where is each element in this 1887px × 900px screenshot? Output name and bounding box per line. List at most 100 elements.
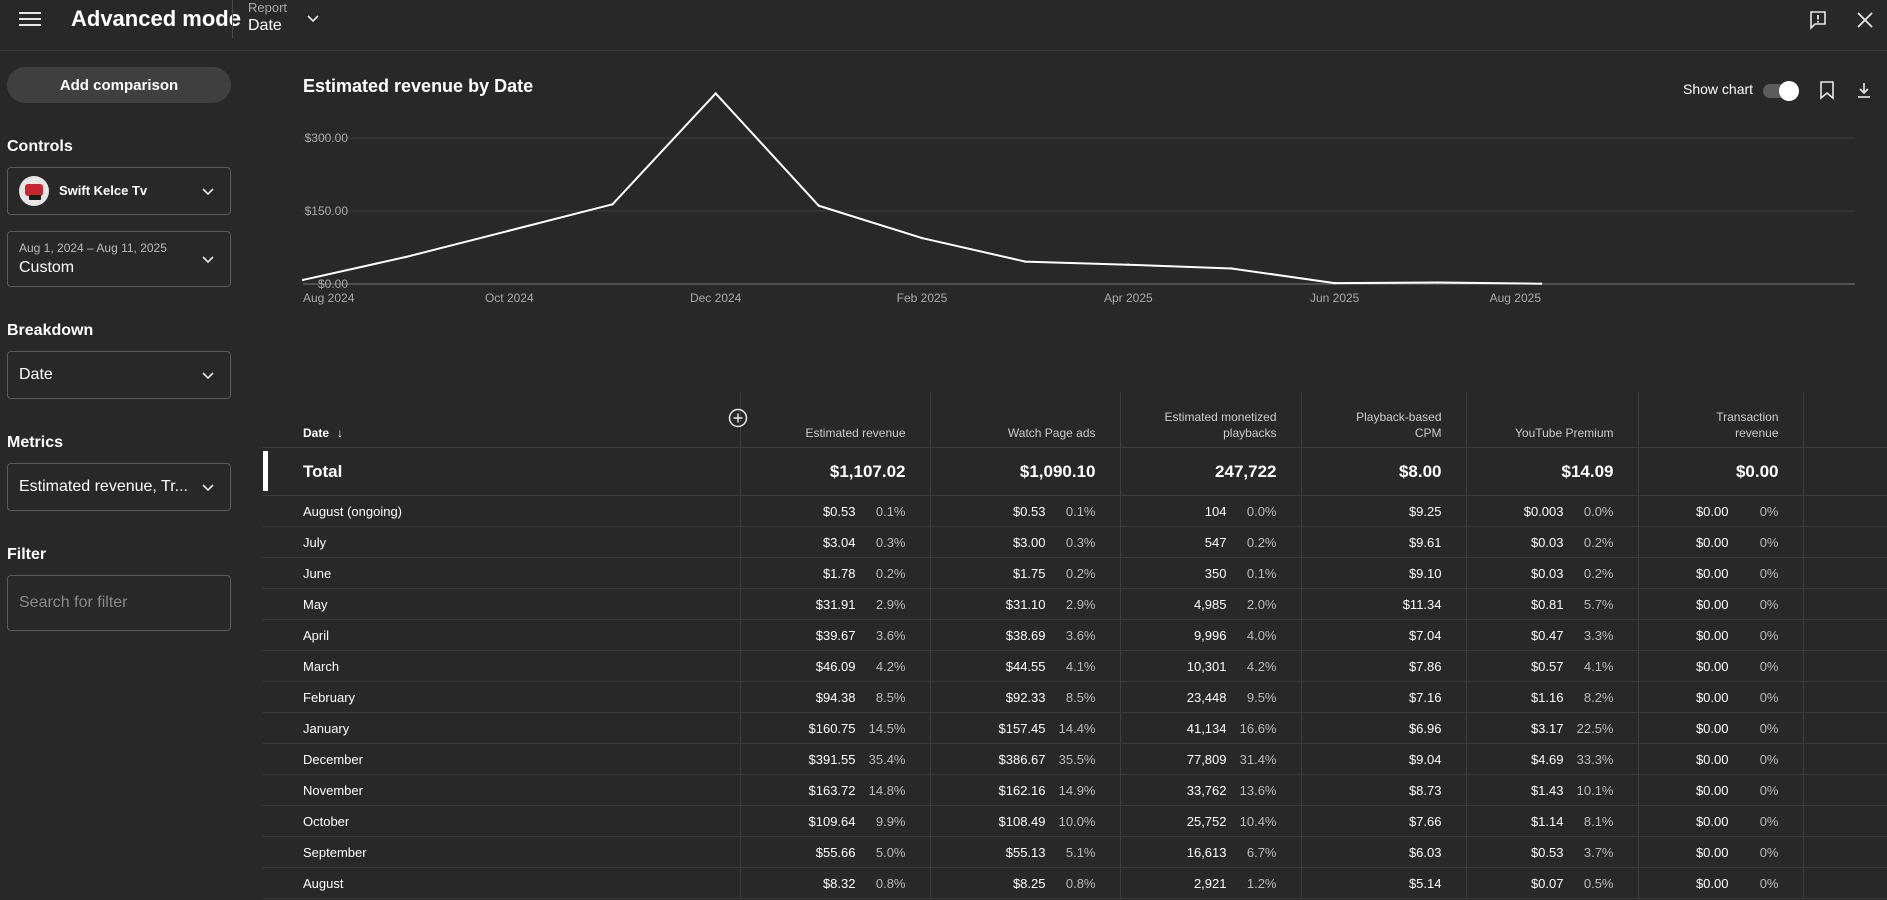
- row-spacer: [1803, 650, 1887, 682]
- table-row[interactable]: February $94.38 8.5% $92.33 8.5% 23,448 9.5% $7…: [263, 681, 1887, 713]
- channel-avatar: [19, 176, 49, 206]
- cell-percentage: 0%: [1759, 751, 1779, 767]
- x-tick-label: Apr 2025: [1104, 291, 1153, 305]
- close-icon[interactable]: [1855, 10, 1875, 30]
- cell-value: $3.17: [1530, 720, 1564, 736]
- column-header-label: Transaction: [1716, 410, 1779, 424]
- row-label: June: [263, 557, 741, 589]
- cell-value: $163.72: [808, 782, 856, 798]
- table-row[interactable]: March $46.09 4.2% $44.55 4.1% 10,301 4.2% $7.86…: [263, 650, 1887, 682]
- table-cell: $0.003 0.0%: [1466, 495, 1639, 527]
- table-row[interactable]: August $8.32 0.8% $8.25 0.8% 2,921 1.2% $5.14 $0…: [263, 867, 1887, 899]
- feedback-icon[interactable]: [1808, 10, 1828, 30]
- cell-percentage: 0.1%: [875, 503, 906, 519]
- add-comparison-button[interactable]: Add comparison: [7, 67, 231, 103]
- cell-value: $0.57: [1530, 658, 1564, 674]
- cell-value: $7.16: [1408, 689, 1442, 705]
- table-cell: $3.17 22.5%: [1466, 712, 1639, 744]
- data-point[interactable]: [1539, 282, 1543, 285]
- table-cell: $0.00 0%: [1638, 588, 1804, 620]
- table-row[interactable]: September $55.66 5.0% $55.13 5.1% 16,613 6.7% $…: [263, 836, 1887, 868]
- column-header[interactable]: Estimated monetized playbacks: [1120, 392, 1302, 448]
- table-row[interactable]: December $391.55 35.4% $386.67 35.5% 77,809 31…: [263, 743, 1887, 775]
- row-label: March: [263, 650, 741, 682]
- table-cell: $9.04: [1301, 743, 1467, 775]
- column-header[interactable]: Playback-based CPM: [1301, 392, 1467, 448]
- cell-value: $44.55: [1005, 658, 1046, 674]
- cell-value: $0.003: [1523, 503, 1564, 519]
- data-point[interactable]: [404, 255, 408, 259]
- cell-value: $1.78: [822, 565, 856, 581]
- data-point[interactable]: [508, 229, 511, 232]
- arrow-down-icon[interactable]: ↓: [337, 426, 344, 440]
- column-header[interactable]: Date ↓: [263, 392, 741, 448]
- cell-percentage: 2.9%: [875, 596, 906, 612]
- table-row[interactable]: June $1.78 0.2% $1.75 0.2% 350 0.1% $9.10 $0.03 0…: [263, 557, 1887, 589]
- show-chart-label: Show chart: [1683, 81, 1754, 97]
- data-point[interactable]: [1436, 281, 1440, 284]
- download-icon[interactable]: [1855, 80, 1873, 100]
- filter-heading: Filter: [7, 546, 47, 563]
- cell-value: $6.96: [1408, 720, 1442, 736]
- data-point[interactable]: [920, 236, 924, 240]
- cell-percentage: 2.9%: [1065, 596, 1096, 612]
- chevron-down-icon[interactable]: [305, 10, 321, 26]
- data-point[interactable]: [817, 204, 821, 207]
- table-row[interactable]: October $109.64 9.9% $108.49 10.0% 25,752 10.4…: [263, 805, 1887, 837]
- cell-value: $7.66: [1408, 813, 1442, 829]
- table-cell: $9.10: [1301, 557, 1467, 589]
- table-cell: $0.00 0%: [1638, 774, 1804, 806]
- cell-value: $7.86: [1408, 658, 1442, 674]
- data-point[interactable]: [1127, 263, 1130, 266]
- cell-value: $386.67: [998, 751, 1046, 767]
- data-point[interactable]: [301, 278, 305, 282]
- column-header[interactable]: YouTube Premium: [1466, 392, 1639, 448]
- table-row[interactable]: January $160.75 14.5% $157.45 14.4% 41,134 16.…: [263, 712, 1887, 744]
- cell-value: $0.47: [1530, 627, 1564, 643]
- cell-percentage: 35.4%: [868, 751, 906, 767]
- filter-search-input[interactable]: [7, 575, 231, 631]
- row-label: September: [263, 836, 741, 868]
- cell-percentage: 4.1%: [1583, 658, 1614, 674]
- data-point[interactable]: [1023, 260, 1027, 263]
- hamburger-menu-icon[interactable]: [19, 9, 41, 31]
- cell-percentage: 0%: [1759, 689, 1779, 705]
- top-bar: Advanced mode Report Date: [0, 0, 1887, 51]
- column-header-label: Playback-based: [1356, 410, 1442, 424]
- data-point[interactable]: [1230, 267, 1233, 270]
- x-tick-label: Aug 2024: [303, 291, 355, 305]
- cell-percentage: 0.1%: [1246, 565, 1277, 581]
- cell-value: $0.00: [1695, 503, 1729, 519]
- table-row[interactable]: July $3.04 0.3% $3.00 0.3% 547 0.2% $9.61 $0.03 0…: [263, 526, 1887, 558]
- bookmark-icon[interactable]: [1818, 80, 1836, 100]
- table-row[interactable]: August (ongoing) $0.53 0.1% $0.53 0.1% 104 0.0…: [263, 495, 1887, 527]
- table-row[interactable]: May $31.91 2.9% $31.10 2.9% 4,985 2.0% $11.34 $0…: [263, 588, 1887, 620]
- cell-percentage: 0.0%: [1246, 503, 1277, 519]
- column-header[interactable]: Transaction revenue: [1638, 392, 1804, 448]
- row-label: August: [263, 867, 741, 899]
- metrics-selector[interactable]: Estimated revenue, Tr...: [7, 463, 231, 511]
- cell-value: $0.53: [1530, 844, 1564, 860]
- cell-value: $55.13: [1005, 844, 1046, 860]
- table-row[interactable]: November $163.72 14.8% $162.16 14.9% 33,762 13…: [263, 774, 1887, 806]
- column-header[interactable]: Estimated revenue: [740, 392, 931, 448]
- data-point[interactable]: [714, 92, 717, 95]
- table-row[interactable]: April $39.67 3.6% $38.69 3.6% 9,996 4.0% $7.04 $…: [263, 619, 1887, 651]
- row-spacer: [1803, 557, 1887, 589]
- table-cell: 25,752 10.4%: [1120, 805, 1302, 837]
- date-range-selector[interactable]: Aug 1, 2024 – Aug 11, 2025 Custom: [7, 231, 231, 287]
- breakdown-selector[interactable]: Date: [7, 351, 231, 399]
- plus-circle-icon[interactable]: [728, 408, 748, 428]
- cell-percentage: 0%: [1759, 503, 1779, 519]
- show-chart-toggle[interactable]: [1763, 81, 1799, 101]
- channel-selector[interactable]: Swift Kelce Tv: [7, 167, 231, 215]
- data-point[interactable]: [1333, 281, 1336, 285]
- report-value[interactable]: Date: [248, 17, 282, 34]
- row-label: August (ongoing): [263, 495, 741, 527]
- cell-value: $162.16: [998, 782, 1046, 798]
- table-cell: $0.47 3.3%: [1466, 619, 1639, 651]
- column-header[interactable]: Watch Page ads: [930, 392, 1121, 448]
- row-label: July: [263, 526, 741, 558]
- table-cell: 41,134 16.6%: [1120, 712, 1302, 744]
- data-point[interactable]: [611, 203, 614, 206]
